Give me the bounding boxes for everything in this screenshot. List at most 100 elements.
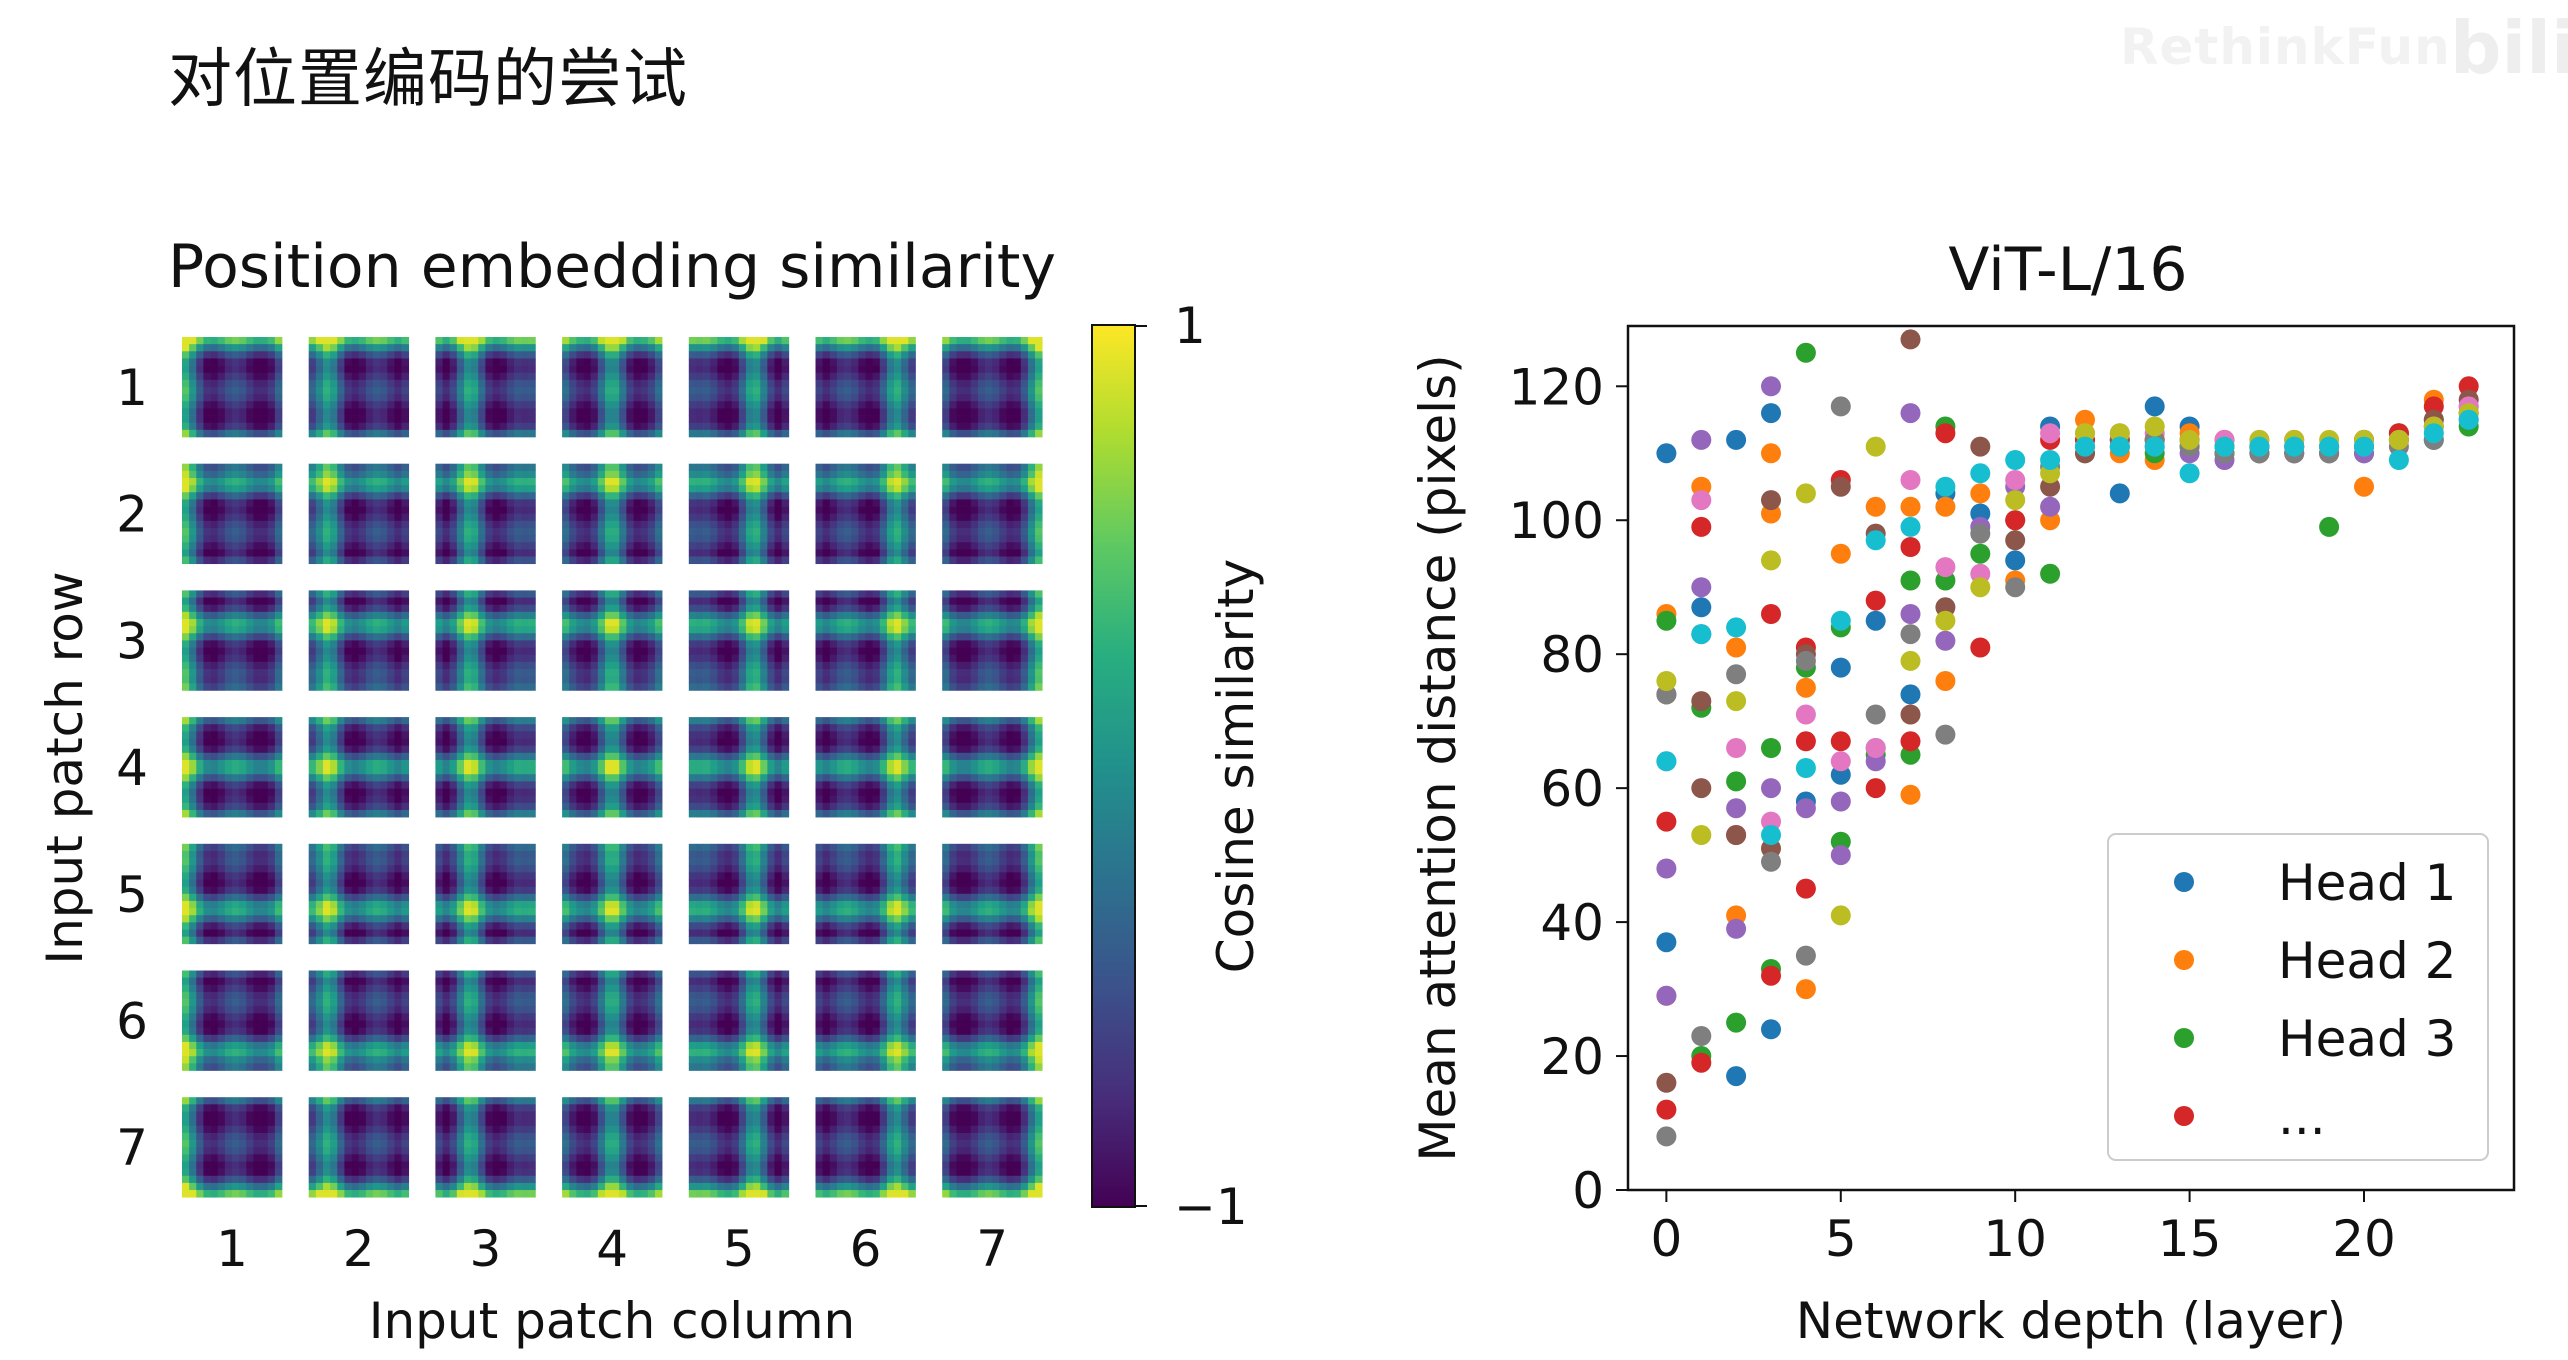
- heatmap-col-label: 4: [596, 1220, 628, 1278]
- data-point: [2005, 530, 2026, 551]
- y-tick-label: 0: [1572, 1162, 1604, 1220]
- heatmap-col-label: 2: [343, 1220, 375, 1278]
- heatmap-block: [182, 843, 283, 945]
- heatmap-block: [688, 463, 790, 565]
- heatmap-block: [182, 717, 283, 818]
- data-point: [1865, 704, 1886, 725]
- data-point: [1656, 610, 1677, 631]
- data-point: [1795, 677, 1816, 698]
- heatmap-block: [815, 1097, 916, 1198]
- data-point: [1935, 423, 1956, 444]
- data-point: [1865, 496, 1886, 517]
- data-point: [1656, 671, 1677, 691]
- heatmap-grid: [182, 337, 1043, 1198]
- data-point: [1830, 543, 1851, 564]
- data-point: [1865, 610, 1886, 631]
- heatmap-block: [815, 590, 916, 691]
- data-point: [1691, 429, 1712, 450]
- data-point: [1795, 979, 1816, 1000]
- data-point: [2388, 429, 2409, 450]
- heatmap-block: [308, 843, 410, 945]
- data-point: [1691, 691, 1712, 712]
- heatmap-block: [308, 337, 410, 438]
- data-point: [1761, 490, 1781, 511]
- data-point: [1691, 624, 1712, 645]
- heatmap-row-labels: 1 2 3 4 5 6 7: [116, 359, 148, 1177]
- data-point: [1795, 704, 1816, 725]
- data-point: [1935, 724, 1956, 745]
- data-point: [1830, 751, 1851, 772]
- data-point: [1761, 778, 1781, 799]
- heatmap-block: [308, 590, 410, 691]
- data-point: [1656, 1099, 1677, 1120]
- data-point: [1726, 429, 1747, 450]
- scatter-legend: [2107, 833, 2489, 1161]
- data-point: [1691, 597, 1712, 618]
- heatmap-block: [435, 590, 536, 691]
- legend-label: Head 1: [2278, 854, 2456, 912]
- heatmap-col-label: 5: [723, 1220, 755, 1278]
- data-point: [1795, 758, 1816, 778]
- data-point: [1795, 945, 1816, 966]
- heatmap-block: [942, 1097, 1043, 1198]
- data-point: [1795, 650, 1816, 671]
- data-point: [1691, 1026, 1712, 1046]
- heatmap-block: [562, 463, 663, 565]
- data-point: [1935, 496, 1956, 517]
- colorbar-min-label: −1: [1174, 1178, 1248, 1236]
- legend-marker: [2174, 872, 2194, 892]
- data-point: [1761, 550, 1781, 571]
- heatmap-block: [435, 1097, 536, 1198]
- heatmap-block: [815, 717, 916, 818]
- data-point: [1900, 329, 1921, 350]
- data-point: [2109, 436, 2130, 457]
- slide-title: 对位置编码的尝试: [168, 43, 688, 117]
- heatmap-block: [562, 970, 663, 1071]
- data-point: [2144, 396, 2165, 417]
- heatmap-block: [688, 717, 790, 818]
- data-point: [2319, 516, 2340, 537]
- heatmap-block: [182, 590, 283, 691]
- legend-marker: [2174, 950, 2194, 970]
- data-point: [1900, 537, 1921, 557]
- heatmap-block: [942, 717, 1043, 818]
- heatmap-block: [562, 843, 663, 945]
- heatmap-col-labels: 1 2 3 4 5 6 7: [216, 1220, 1008, 1278]
- data-point: [1656, 751, 1677, 772]
- y-tick-label: 60: [1540, 760, 1604, 818]
- data-point: [1935, 610, 1956, 631]
- heatmap-block: [435, 463, 536, 565]
- colorbar-max-label: 1: [1174, 297, 1206, 355]
- x-tick-label: 0: [1650, 1210, 1682, 1268]
- heatmap-block: [562, 337, 663, 438]
- data-point: [1865, 778, 1886, 799]
- data-point: [2040, 450, 2061, 470]
- data-point: [1726, 738, 1747, 758]
- data-point: [2144, 436, 2165, 457]
- heatmap-title: Position embedding similarity: [168, 232, 1056, 302]
- data-point: [1726, 798, 1747, 819]
- heatmap-block: [688, 843, 790, 945]
- scatter-x-axis-label: Network depth (layer): [1796, 1292, 2347, 1350]
- data-point: [1691, 577, 1712, 598]
- data-point: [1691, 1052, 1712, 1073]
- heatmap-block: [182, 1097, 283, 1198]
- data-point: [2005, 490, 2026, 511]
- heatmap-block: [562, 717, 663, 818]
- data-point: [1900, 650, 1921, 671]
- data-point: [1656, 858, 1677, 879]
- data-point: [1900, 731, 1921, 752]
- data-point: [1656, 1072, 1677, 1093]
- data-point: [1656, 811, 1677, 832]
- scatter-plot-frame: [1626, 324, 2516, 1192]
- heatmap-row-label: 2: [116, 486, 148, 544]
- y-tick-label: 20: [1540, 1028, 1604, 1086]
- scatter-title: ViT-L/16: [1948, 235, 2187, 305]
- data-point: [2249, 436, 2270, 457]
- data-point: [1900, 784, 1921, 805]
- data-point: [1935, 476, 1956, 497]
- heatmap-block: [815, 843, 916, 945]
- heatmap-block: [308, 463, 410, 565]
- data-point: [1761, 825, 1781, 845]
